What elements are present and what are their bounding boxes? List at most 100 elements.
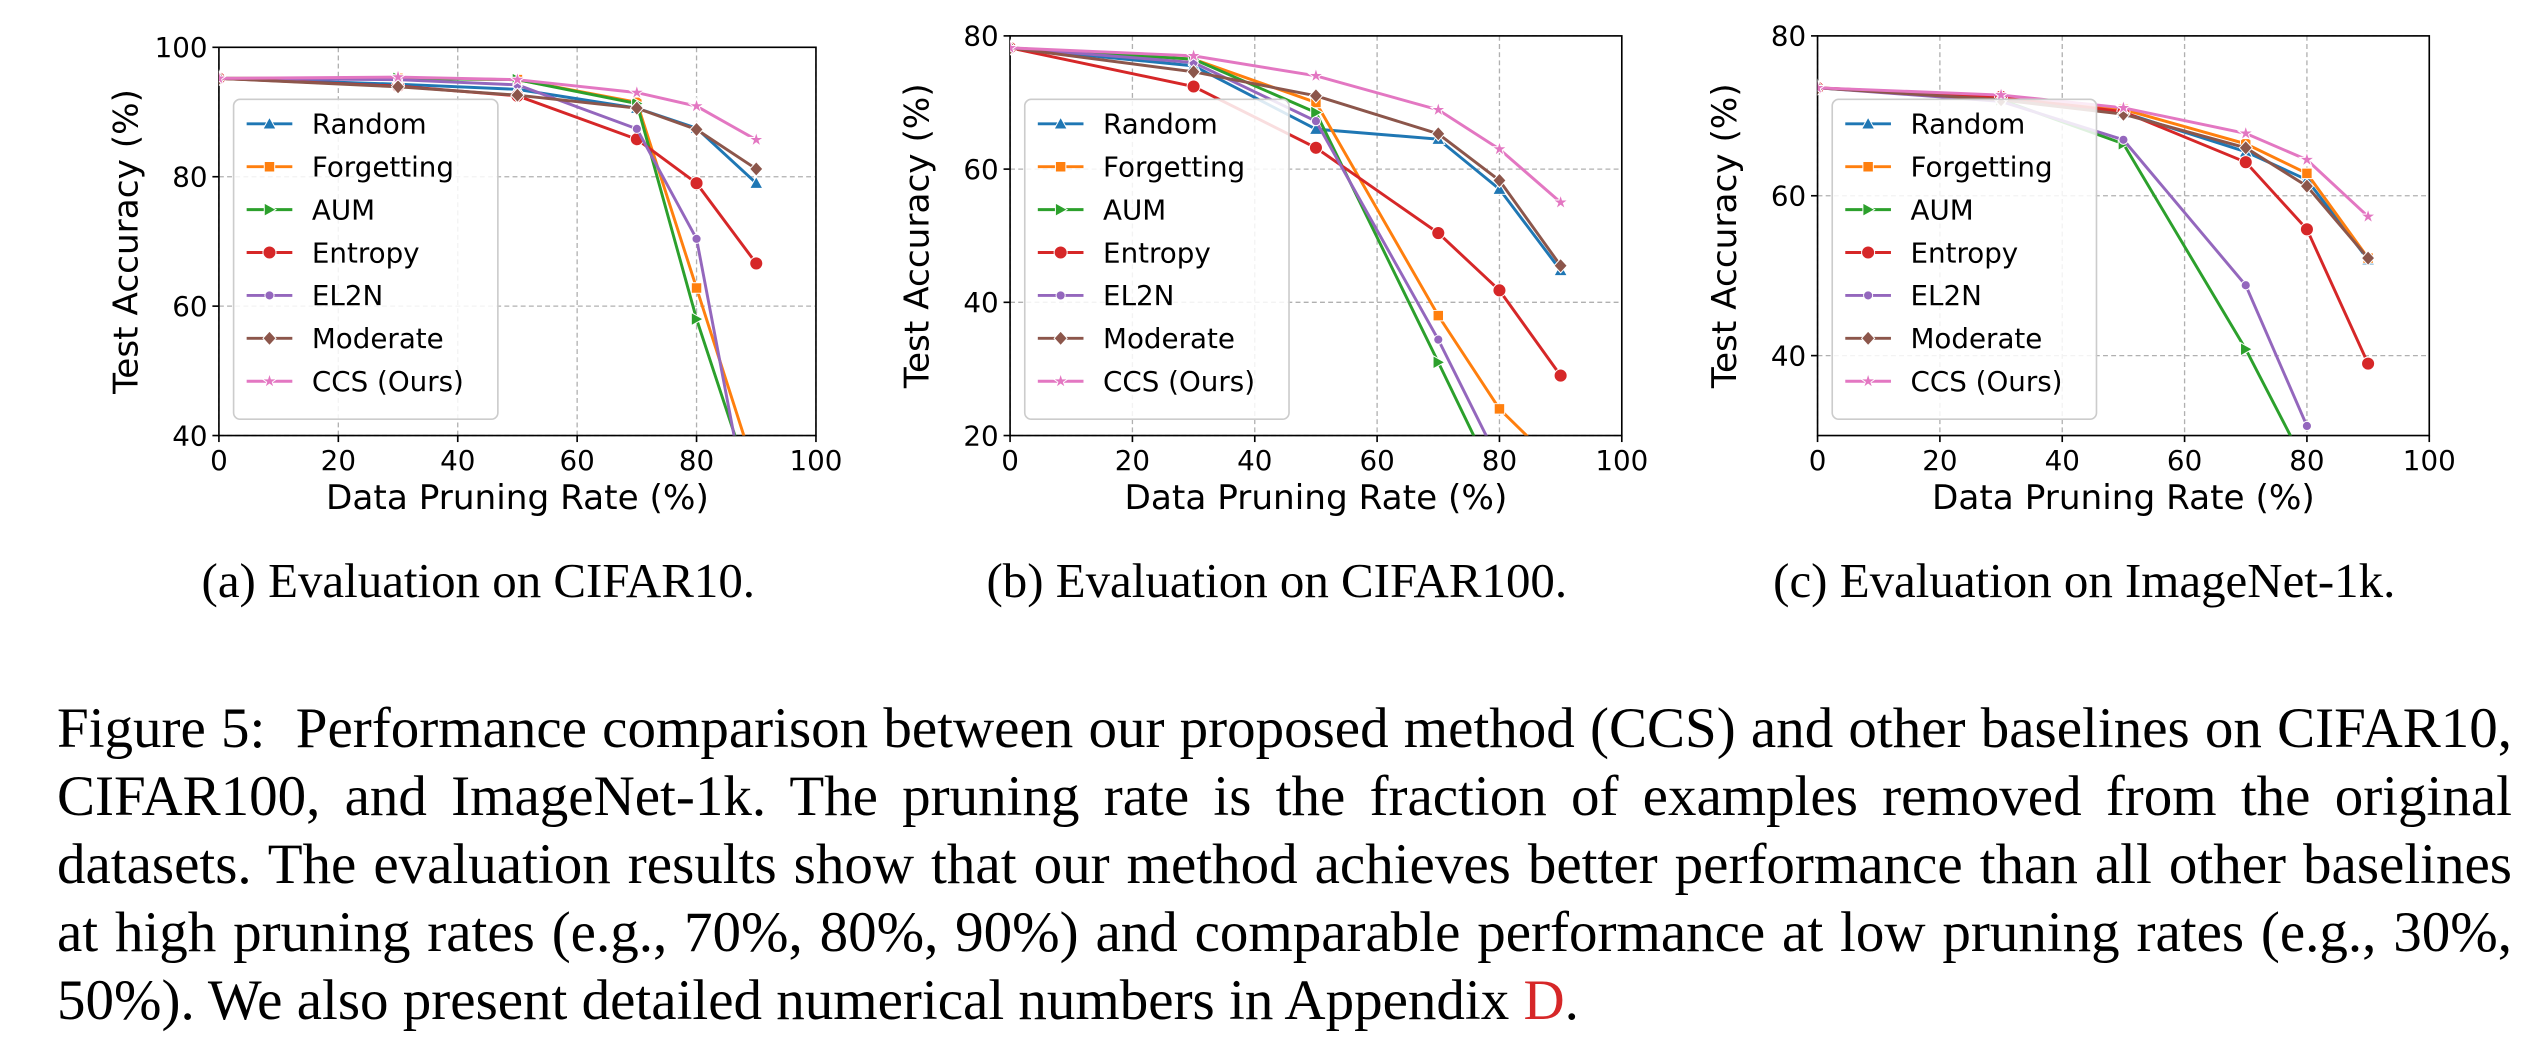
legend-marker (263, 161, 276, 173)
legend-label: Moderate (1103, 322, 1235, 355)
plot-area (1817, 78, 2378, 522)
y-tick-label: 40 (963, 286, 998, 319)
x-tick-label: 60 (2167, 444, 2202, 477)
series-line (1010, 46, 1562, 272)
data-point (751, 494, 763, 507)
data-point (1490, 139, 1509, 157)
data-point (687, 96, 706, 114)
data-point (2240, 280, 2251, 291)
legend-marker (1862, 161, 1874, 173)
x-tick-label: 20 (1922, 444, 1957, 477)
legend-label: EL2N (1911, 279, 1982, 312)
legend-marker (1862, 202, 1876, 217)
data-point (1555, 464, 1565, 474)
data-point (1492, 181, 1507, 195)
x-tick-label: 20 (1115, 444, 1150, 477)
data-point (510, 87, 525, 104)
legend-box (1023, 98, 1290, 421)
x-tick-label: 40 (2045, 444, 2080, 477)
data-point (1431, 125, 1446, 142)
data-point (1992, 85, 2011, 103)
data-point (2301, 420, 2312, 431)
data-point (2238, 139, 2253, 156)
x-tick-label: 0 (1001, 444, 1019, 477)
series-line (1010, 46, 1476, 436)
plot-area (1010, 38, 1570, 507)
data-point (747, 130, 766, 148)
y-tick-label: 60 (172, 290, 207, 323)
x-tick-label: 0 (210, 444, 228, 477)
series-line (1010, 46, 1562, 204)
x-tick-label: 100 (1595, 444, 1648, 477)
legend-label: Forgetting (1103, 151, 1245, 184)
legend-label: Forgetting (312, 151, 454, 184)
data-point (1553, 257, 1568, 274)
y-tick-label: 40 (1771, 339, 1806, 372)
legend-marker (1054, 202, 1069, 217)
data-point (2359, 207, 2378, 225)
x-tick-label: 20 (321, 444, 356, 477)
chart: 40 60 80 100 0 20 40 60 80 100 Data Pruning Rate (… (106, 31, 842, 608)
legend-label: Random (312, 108, 427, 141)
series-line (1817, 86, 2370, 218)
series-line (218, 76, 736, 436)
data-point (390, 78, 406, 95)
legend-label: Moderate (1911, 322, 2043, 355)
legend-label: EL2N (1103, 279, 1174, 312)
legend-marker (1863, 290, 1874, 301)
y-axis-label: Test Accuracy (%) (1705, 83, 1745, 389)
legend-marker (1051, 371, 1070, 389)
x-tick-label: 40 (440, 444, 475, 477)
data-point (748, 175, 764, 189)
plot-area (218, 67, 766, 507)
x-axis-label: Data Pruning Rate (%) (1932, 478, 2315, 518)
legend-marker (1055, 290, 1066, 301)
legend-marker (1860, 330, 1876, 347)
legend-marker (263, 202, 278, 217)
data-point (751, 469, 761, 479)
y-tick-label: 80 (1771, 20, 1806, 53)
data-point (1010, 38, 1020, 56)
data-point (2118, 134, 2129, 145)
legend-label: AUM (1103, 193, 1166, 226)
caption-ref[interactable]: D (1523, 969, 1565, 1032)
legend: Random Forgetting AUM Entropy EL2N Moderate CC… (232, 98, 499, 421)
legend-label: Entropy (1911, 236, 2019, 269)
legend: Random Forgetting AUM Entropy EL2N Moderate CC… (1023, 98, 1290, 421)
legend-label: AUM (312, 193, 375, 226)
data-point (2363, 509, 2375, 522)
data-point (1306, 66, 1325, 84)
legend-label: EL2N (312, 279, 383, 312)
data-point (1817, 78, 1827, 96)
data-point (2297, 150, 2316, 168)
data-point (1308, 87, 1324, 104)
legend-box (1831, 98, 2098, 421)
data-point (1432, 354, 1446, 370)
data-point (2114, 98, 2133, 116)
subcaption: (c) Evaluation on ImageNet-1k. (1773, 553, 2395, 608)
legend: Random Forgetting AUM Entropy EL2N Moderate CC… (1831, 98, 2098, 421)
data-point (631, 123, 642, 134)
caption: Figure 5: Performance comparison between… (57, 695, 2512, 1035)
y-tick-label: 100 (155, 31, 208, 64)
series-line (1817, 86, 2370, 260)
legend-label: Entropy (1103, 236, 1211, 269)
x-tick-label: 100 (2403, 444, 2456, 477)
data-point (1310, 116, 1321, 127)
data-point (1186, 63, 1201, 80)
data-point (1556, 498, 1565, 507)
data-point (2360, 250, 2376, 267)
data-point (627, 83, 646, 101)
legend-marker (1861, 245, 1876, 260)
data-point (1310, 105, 1324, 120)
legend-marker (1054, 161, 1067, 173)
legend-marker (262, 116, 277, 130)
x-tick-label: 0 (1809, 444, 1827, 477)
legend-marker (1053, 330, 1068, 347)
x-tick-label: 60 (1359, 444, 1394, 477)
legend-marker (262, 245, 277, 260)
caption-label: Figure 5: (57, 697, 266, 760)
